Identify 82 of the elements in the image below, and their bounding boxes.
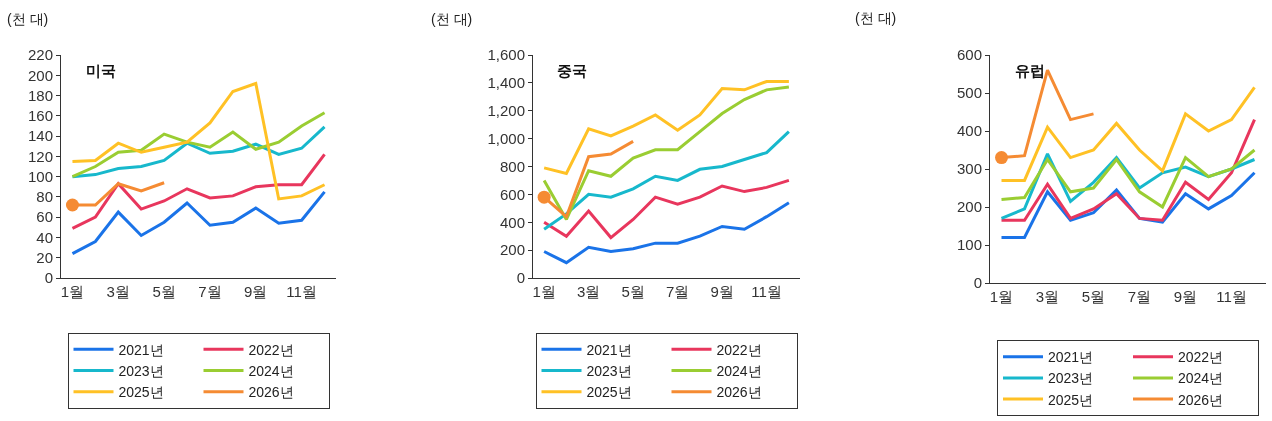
legend-label: 2021년	[1048, 349, 1094, 366]
y-tick-label: 0	[973, 274, 982, 292]
y-tick-label: 400	[499, 213, 525, 231]
text: 유럽	[1014, 62, 1045, 80]
y-tick-label: 180	[27, 86, 53, 104]
y-tick-label: 0	[516, 269, 525, 287]
x-tick-label: 5월	[152, 283, 176, 300]
y-axis-title: (천 대)	[855, 10, 897, 26]
legend-label: 2025년	[118, 384, 164, 401]
y-tick-label: 20	[36, 248, 53, 266]
y-tick-label: 100	[27, 167, 53, 185]
legend-label: 2022년	[1178, 349, 1224, 366]
legend-label: 2022년	[248, 341, 294, 358]
legend-label: 2025년	[1048, 391, 1094, 408]
y-tick-label: 1,200	[487, 102, 525, 119]
y-tick-label: 200	[499, 241, 525, 259]
legend-label: 2021년	[586, 341, 632, 358]
legend-label: 2022년	[716, 341, 762, 358]
x-tick-label: 11월	[286, 283, 317, 300]
line-series	[1000, 85, 1256, 182]
y-axis-title: (천 대)	[7, 11, 49, 27]
legend-label: 2024년	[716, 362, 762, 379]
y-tick-label: 120	[27, 147, 53, 165]
legend-label: 2026년	[248, 384, 294, 401]
text: 미국	[85, 61, 116, 79]
legend-label: 2023년	[586, 362, 632, 379]
line-series	[542, 130, 791, 231]
line-series	[70, 190, 327, 256]
x-tick-label: 7월	[198, 283, 222, 300]
x-tick-label: 3월	[576, 283, 601, 300]
y-tick-label: 80	[36, 188, 53, 206]
x-tick-label: 11월	[1216, 288, 1247, 305]
x-tick-label: 9월	[710, 283, 734, 300]
line-series	[1000, 148, 1256, 209]
line-series	[542, 201, 791, 265]
y-tick-label: 60	[36, 208, 53, 226]
x-tick-label: 1월	[989, 288, 1014, 305]
legend-label: 2026년	[1178, 391, 1224, 408]
y-tick-label: 160	[27, 107, 53, 125]
line-series	[542, 79, 791, 175]
y-tick-label: 200	[956, 198, 982, 216]
x-tick-label: 1월	[532, 283, 556, 300]
y-tick-label: 1,000	[487, 129, 525, 147]
line-series	[542, 178, 791, 240]
legend-label: 2024년	[248, 362, 294, 379]
line-series	[70, 111, 327, 179]
legend-label: 2026년	[716, 384, 762, 401]
x-tick-label: 5월	[1081, 288, 1106, 305]
y-tick-label: 0	[44, 269, 53, 287]
legend-label: 2021년	[118, 341, 164, 358]
y-tick-label: 1,400	[487, 74, 525, 92]
y-tick-label: 220	[27, 46, 53, 64]
x-tick-label: 3월	[106, 283, 130, 300]
legend-label: 2023년	[1048, 370, 1094, 387]
legend-label: 2024년	[1178, 370, 1224, 387]
y-tick-label: 400	[956, 122, 982, 140]
x-tick-label: 7월	[1127, 288, 1152, 305]
x-tick-label: 9월	[1173, 288, 1198, 305]
x-tick-label: 1월	[60, 283, 85, 300]
x-tick-label: 3월	[1035, 288, 1060, 305]
y-axis-title: (천 대)	[431, 11, 473, 27]
y-tick-label: 600	[499, 185, 525, 203]
line-series	[1000, 118, 1256, 222]
y-tick-label: 600	[956, 46, 982, 64]
text: 중국	[557, 61, 588, 79]
x-tick-label: 5월	[621, 283, 645, 300]
y-tick-label: 200	[27, 66, 53, 84]
x-tick-label: 7월	[665, 283, 690, 300]
line-series	[542, 85, 791, 221]
legend-label: 2025년	[586, 384, 632, 401]
y-tick-label: 500	[956, 84, 982, 102]
y-tick-label: 300	[956, 160, 982, 178]
line-series	[70, 152, 327, 230]
y-tick-label: 40	[36, 228, 53, 246]
y-tick-label: 800	[499, 157, 525, 175]
line-series	[70, 81, 327, 201]
x-tick-label: 9월	[244, 283, 268, 300]
x-tick-label: 11월	[751, 283, 782, 300]
y-tick-label: 100	[956, 236, 982, 254]
y-tick-label: 140	[27, 127, 53, 145]
y-tick-label: 1,600	[487, 46, 525, 64]
legend-label: 2023년	[118, 362, 164, 379]
